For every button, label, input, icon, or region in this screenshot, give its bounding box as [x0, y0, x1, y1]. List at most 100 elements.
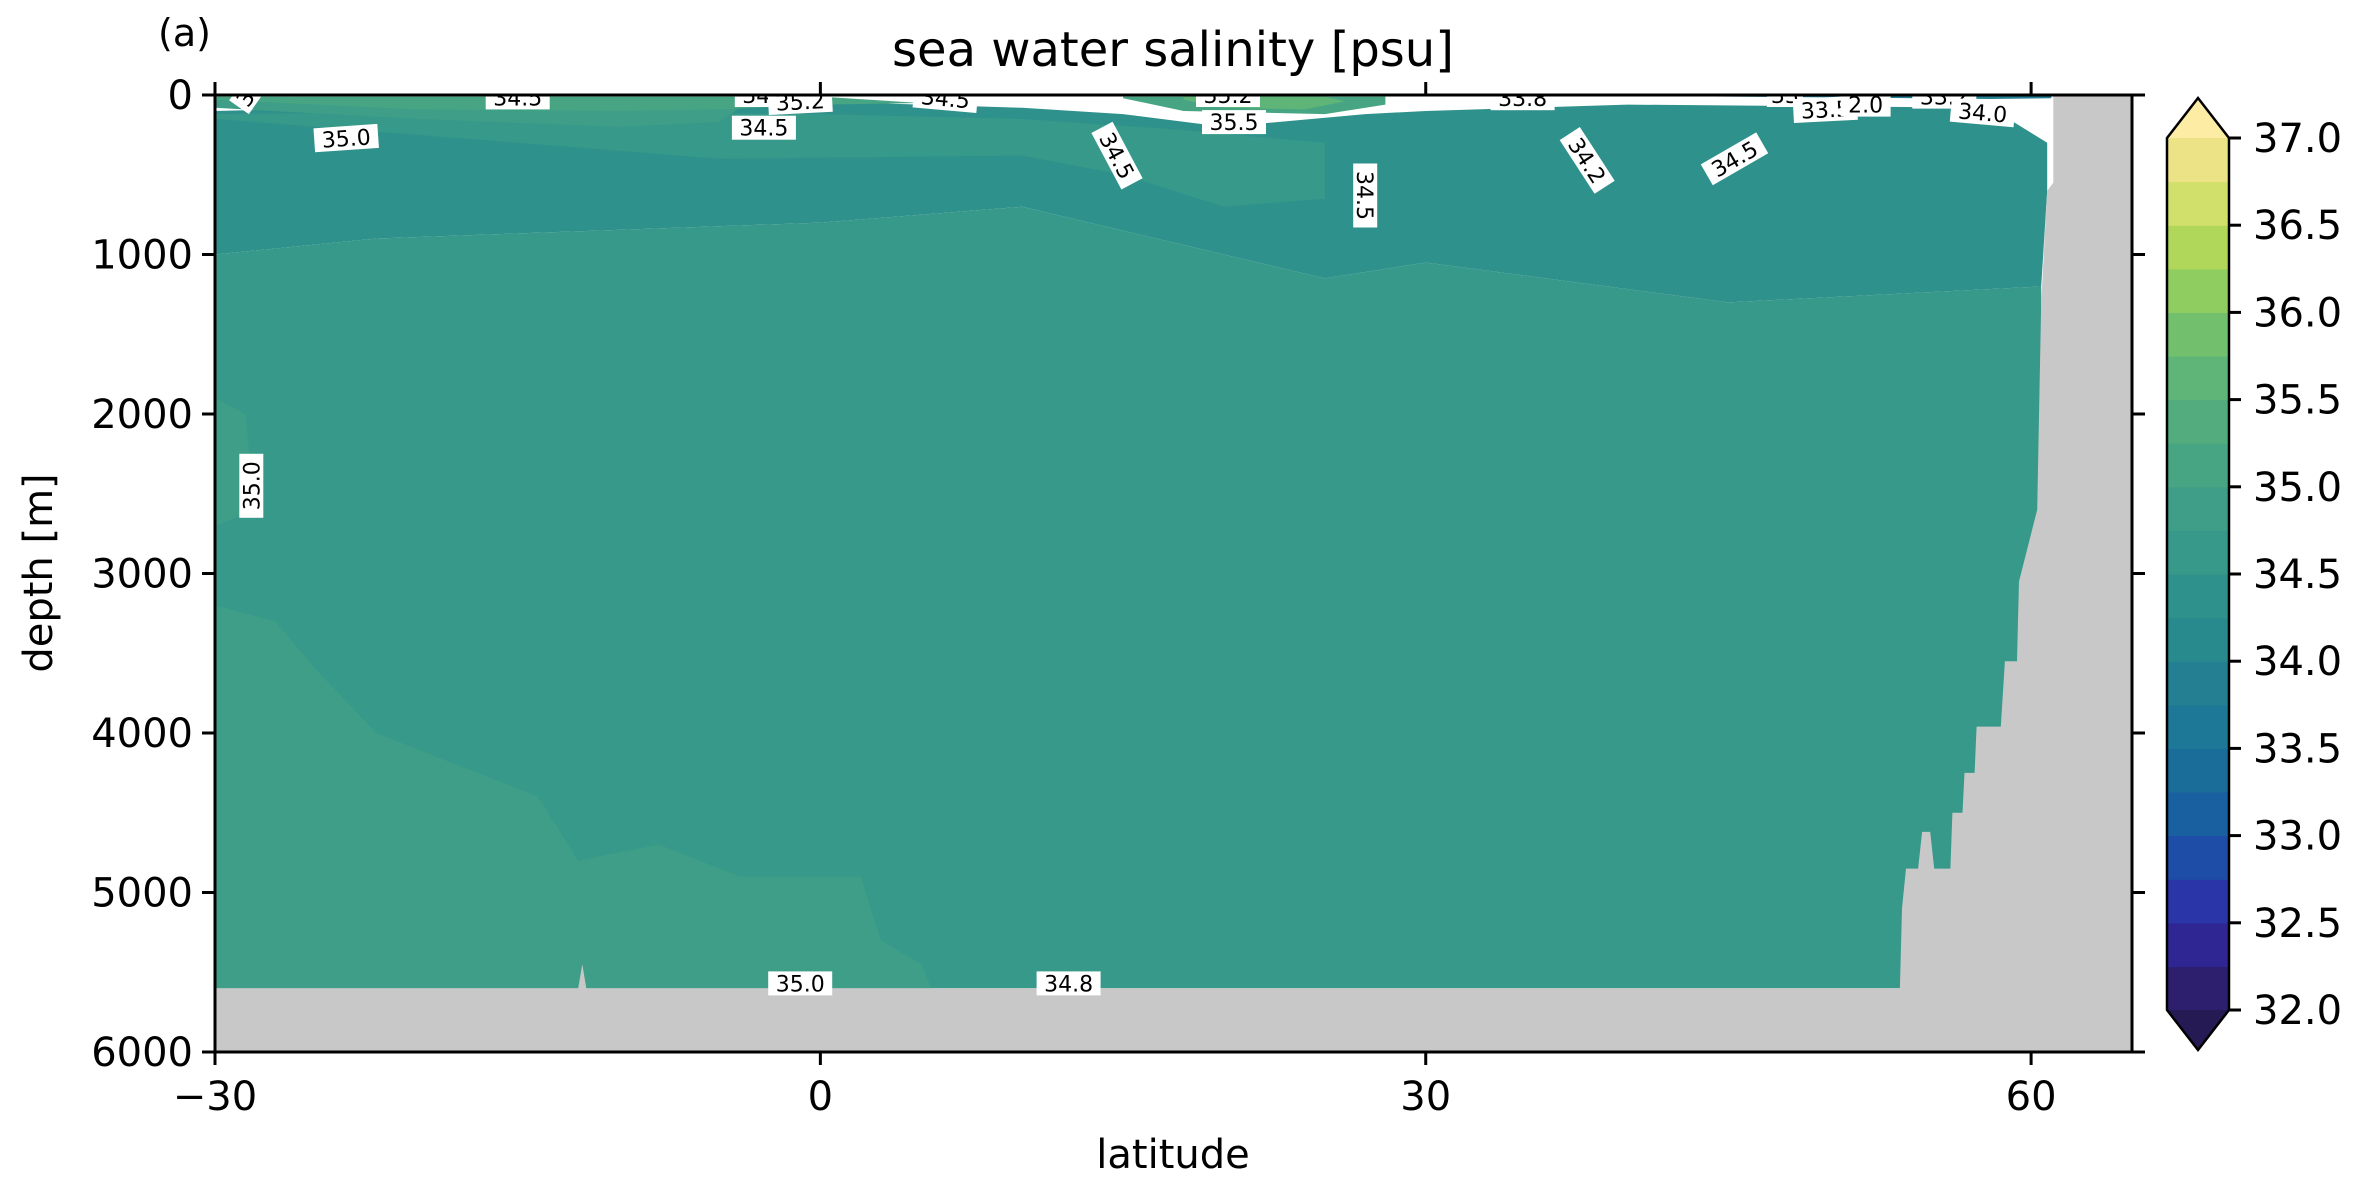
contour-label: 2.0 [1840, 94, 1891, 119]
contour-label: 34.0 [1949, 97, 2016, 129]
contour-label: 35.0 [768, 971, 833, 997]
contour-label-background [1949, 97, 2016, 128]
contour-label: 34.5 [485, 86, 550, 111]
contour-label-text: 34.5 [1351, 171, 1376, 220]
salinity-region [215, 111, 1325, 207]
contour-label-background [1202, 110, 1266, 135]
colorbar-tick-label: 37.0 [2253, 116, 2342, 162]
x-axis-label: latitude [1096, 1132, 1249, 1178]
colorbar-tick-label: 34.5 [2253, 552, 2342, 598]
x-axis: −30 0 30 60 [173, 82, 2057, 1120]
contour-label-background [1490, 95, 1555, 111]
colorbar-segment [2167, 530, 2229, 575]
contour-label: 33.8 [1490, 87, 1555, 112]
colorbar-extend-high [2167, 98, 2229, 138]
colorbar-extend-low [2167, 1010, 2229, 1050]
chart-title: sea water salinity [psu] [892, 22, 1454, 78]
contour-label-text: 34.5 [493, 86, 542, 111]
colorbar-tick-label: 35.5 [2253, 378, 2342, 424]
contour-label-text: 34.5 [920, 85, 971, 114]
contour-label: 34.5 [731, 115, 796, 142]
y-axis-label: depth [m] [16, 473, 62, 672]
x-tick-label: −30 [173, 1074, 257, 1120]
contour-label: 35.0 [239, 453, 265, 518]
salinity-region [215, 605, 932, 989]
colorbar-tick-label: 35.0 [2253, 465, 2342, 511]
colorbar-segment [2167, 966, 2229, 1011]
contour-label-background [731, 115, 796, 140]
y-tick-label: 2000 [91, 392, 193, 438]
contour-label-text: 35.0 [240, 461, 265, 510]
colorbar-segment [2167, 268, 2229, 313]
contour-label-background [1036, 971, 1101, 996]
contour-label-background [229, 95, 262, 115]
colorbar-segment [2167, 138, 2229, 183]
contour-label-background [313, 123, 379, 153]
colorbar-tick-label: 32.0 [2253, 988, 2342, 1034]
colorbar-tick-label: 33.5 [2253, 726, 2342, 772]
colorbar-segment [2167, 399, 2229, 444]
contour-label-background [912, 95, 979, 113]
colorbar-segment [2167, 792, 2229, 837]
contour-label-text: 35.0 [321, 125, 372, 153]
colorbar-tick-label: 34.0 [2253, 639, 2342, 685]
plot-area: 3 34.535.034.35.234.534.5 35.235.534.534.5… [215, 84, 2132, 1052]
contour-label-background [1353, 163, 1378, 228]
contour-label-background [239, 453, 264, 518]
contour-label-background [1700, 132, 1769, 186]
contour-label-background [1091, 121, 1143, 190]
contour-label-text: 2.0 [1848, 94, 1883, 119]
contour-label-text: 33 [1771, 84, 1799, 109]
colorbar-segment [2167, 312, 2229, 357]
y-axis: 0 1000 2000 3000 4000 5000 6000 [91, 73, 2145, 1076]
colorbar: 32.0 32.5 33.0 33.5 34.0 34.5 35.0 35.5 36.0 36.5… [2165, 95, 2342, 1053]
colorbar-segment [2167, 879, 2229, 924]
contour-label-background [1196, 95, 1260, 107]
contour-label-background [1559, 127, 1615, 194]
y-tick-label: 1000 [91, 233, 193, 279]
y-tick-label: 5000 [91, 871, 193, 917]
contour-label-text: 35.5 [1210, 111, 1259, 136]
colorbar-segment [2167, 922, 2229, 967]
colorbar-segment [2167, 443, 2229, 488]
contour-label: 35.0 [313, 123, 379, 154]
contour-label-text: 34.8 [1044, 972, 1093, 997]
colorbar-segment [2167, 661, 2229, 706]
x-tick-label: 60 [2006, 1074, 2057, 1120]
contour-label: 35.2 [767, 89, 833, 117]
colorbar-segment [2167, 617, 2229, 662]
contour-label-text: 35.2 [1204, 84, 1253, 109]
contour-label-background [485, 95, 550, 110]
contour-label-text: 33.8 [1498, 87, 1547, 112]
colorbar-segment [2167, 225, 2229, 270]
contour-label: 34.5 [912, 85, 979, 114]
x-tick-label: 0 [808, 1074, 833, 1120]
y-tick-label: 0 [168, 73, 193, 119]
colorbar-segment [2167, 181, 2229, 226]
y-tick-label: 4000 [91, 711, 193, 757]
colorbar-tick-label: 36.5 [2253, 203, 2342, 249]
contour-label-text: 34.0 [1957, 99, 2008, 128]
colorbar-segment [2167, 356, 2229, 401]
colorbar-tick-label: 32.5 [2253, 901, 2342, 947]
panel-label: (a) [158, 11, 211, 55]
colorbar-segment [2167, 748, 2229, 793]
colorbar-segment [2167, 704, 2229, 749]
contour-label-background [1840, 95, 1891, 117]
contour-label-background [768, 971, 833, 996]
salinity-region [215, 206, 2042, 989]
contour-label: 34.8 [1036, 971, 1101, 997]
colorbar-segment [2167, 574, 2229, 619]
contour-label: 35.2 [1196, 84, 1260, 109]
contour-label-text: 35.2 [775, 89, 825, 117]
contour-label-background [767, 95, 833, 116]
contour-label: 35.5 [1202, 110, 1266, 136]
colorbar-tick-label: 33.0 [2253, 814, 2342, 860]
colorbar-segment [2167, 835, 2229, 880]
colorbar-segment [2167, 486, 2229, 531]
x-tick-label: 30 [1400, 1074, 1451, 1120]
contour-label: 34.5 [1351, 163, 1378, 228]
contour-label-text: 35.0 [776, 972, 825, 997]
